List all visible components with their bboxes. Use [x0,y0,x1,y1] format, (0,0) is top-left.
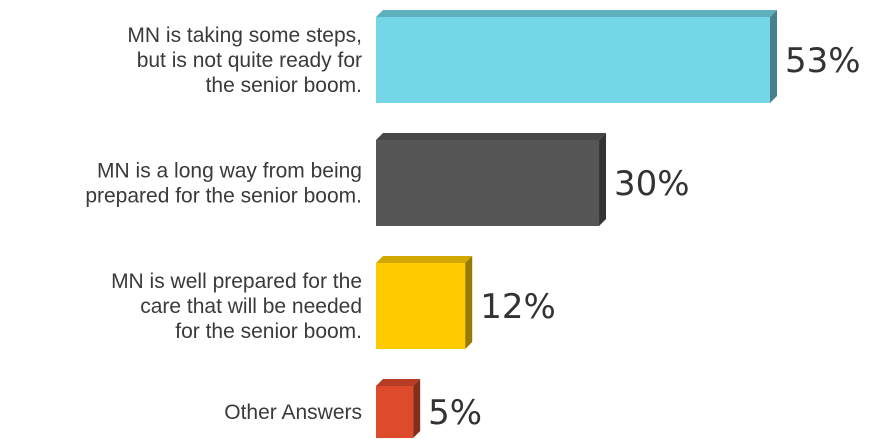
bar-4 [376,379,421,438]
category-label-line: for the senior boom. [175,320,362,343]
bar-top-face [376,10,777,17]
value-label: 30% [614,164,690,204]
category-label-line: care that will be needed [140,295,362,318]
bar-top-face [376,133,607,140]
bar-face [376,263,466,349]
bar-face [376,17,770,103]
value-label: 12% [480,287,556,327]
category-label: Other Answers [224,401,362,424]
bar-side-face [413,379,421,438]
category-label-line: MN is well prepared for the [111,270,362,293]
category-label: MN is well prepared for the care that wil… [111,270,362,343]
category-label-line: Other Answers [224,401,362,424]
bar-1 [376,10,777,103]
value-label: 53% [785,41,861,81]
category-label-line: MN is a long way from being [97,160,362,183]
category-label-line: but is not quite ready for [137,49,362,72]
bar-face [376,140,600,226]
bar-side-face [465,256,473,349]
bar-top-face [376,256,473,263]
category-label-line: MN is taking some steps, [127,24,362,47]
bar-2 [376,133,607,226]
bar-top-face [376,379,421,386]
value-label: 5% [428,393,482,433]
category-label: MN is a long way from being prepared for … [85,160,362,208]
bar-side-face [599,133,607,226]
category-label-line: the senior boom. [206,74,362,97]
bar-3 [376,256,473,349]
bar-face [376,386,414,438]
category-label-line: prepared for the senior boom. [85,185,362,208]
bar-side-face [770,10,777,103]
category-label: MN is taking some steps, but is not quite… [127,24,362,97]
